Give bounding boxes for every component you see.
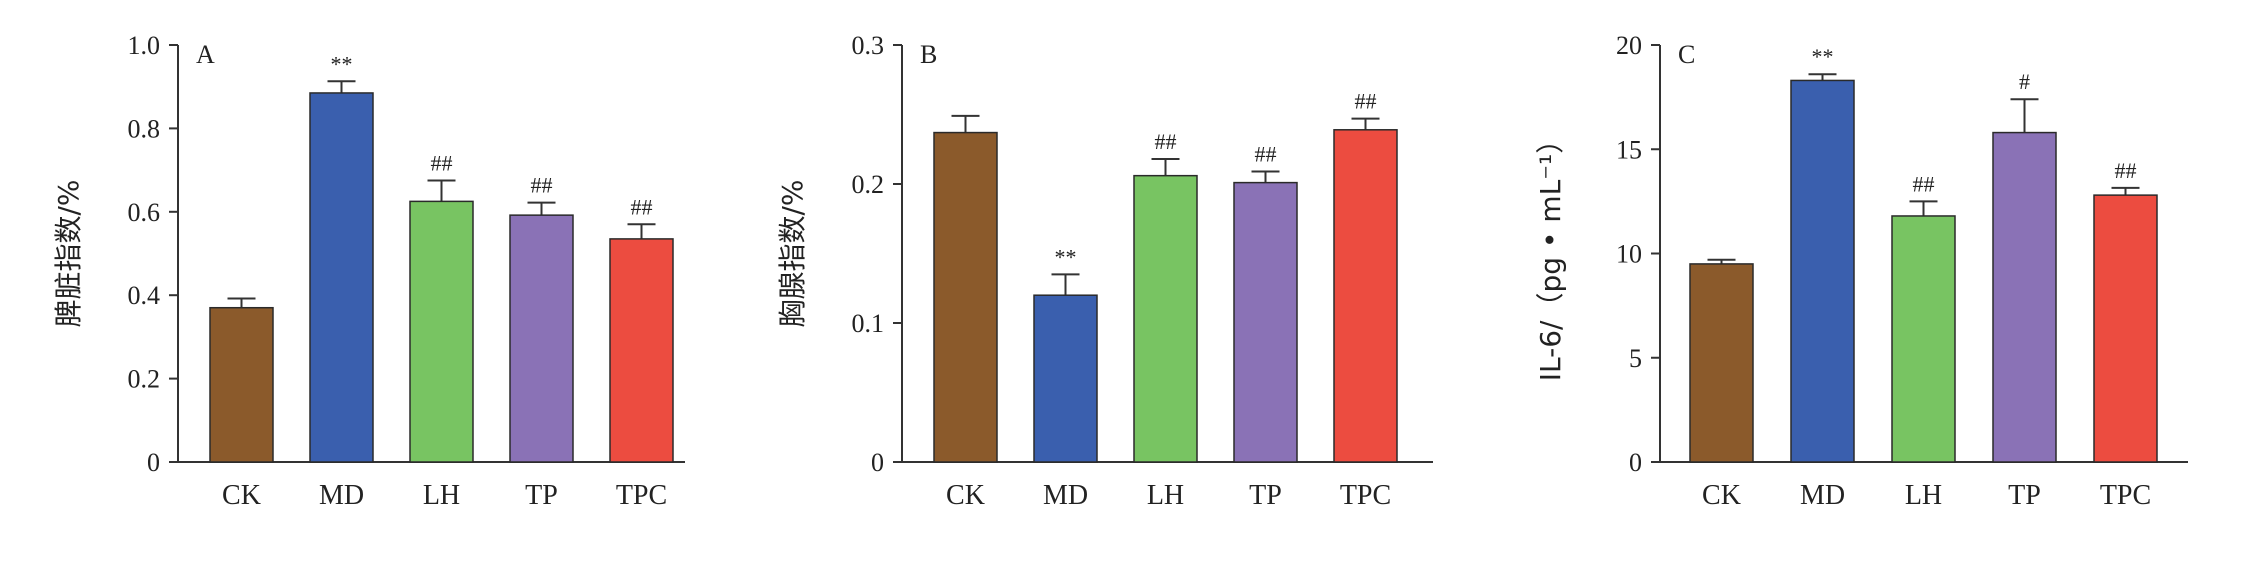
y-tick-label: 15 [1616, 135, 1642, 164]
significance-label: ## [2115, 158, 2137, 183]
y-tick-label: 1.0 [128, 31, 161, 60]
x-tick-label: TPC [616, 480, 667, 511]
bar-ck [933, 131, 998, 463]
x-tick-label: CK [222, 480, 261, 511]
significance-label: ** [1812, 44, 1834, 69]
x-tick-label: TPC [2100, 480, 2151, 511]
chart-panel-b: 0 0.1 0.2 0.3 B 胸腺指数/% CK ** MD ## LH ## TP ## TPC [776, 31, 1433, 511]
bar-tp [509, 214, 574, 463]
bar-tp [1992, 131, 2057, 463]
y-tick-label: 0 [1629, 448, 1642, 477]
y-tick-label: 0.6 [128, 198, 161, 227]
bar-md [309, 92, 374, 463]
bar-ck [209, 306, 274, 463]
significance-label: ** [331, 51, 353, 76]
x-tick-label: MD [1800, 480, 1845, 511]
significance-label: ## [1255, 141, 1277, 166]
y-tick-label: 5 [1629, 344, 1642, 373]
panel-letter: A [196, 40, 215, 69]
x-tick-label: TPC [1340, 480, 1391, 511]
x-tick-label: MD [319, 480, 364, 511]
bar-tp [1233, 181, 1298, 463]
bar-md [1790, 79, 1855, 463]
bar-tpc [609, 238, 674, 463]
significance-label: ## [531, 173, 553, 198]
y-tick-label: 10 [1616, 240, 1642, 269]
x-tick-label: TP [525, 480, 558, 511]
y-axis-title: 胸腺指数/% [776, 179, 809, 327]
significance-label: ## [1913, 171, 1935, 196]
significance-label: ## [631, 194, 653, 219]
chart-panel-a: 0 0.2 0.4 0.6 0.8 1.0 A 脾脏指数/% CK ** MD ## LH ## TP ## T… [52, 31, 685, 511]
y-tick-label: 0.1 [852, 309, 885, 338]
y-tick-label: 0.2 [128, 365, 161, 394]
panel-letter: C [1678, 40, 1695, 69]
y-tick-label: 20 [1616, 31, 1642, 60]
significance-label: ** [1055, 244, 1077, 269]
y-tick-label: 0.2 [852, 170, 885, 199]
x-tick-label: TP [2008, 480, 2041, 511]
x-tick-label: TP [1249, 480, 1282, 511]
bar-lh [1133, 174, 1198, 463]
y-tick-label: 0.8 [128, 114, 161, 143]
y-tick-label: 0.3 [852, 31, 885, 60]
significance-label: # [2019, 69, 2030, 94]
y-tick-label: 0.4 [128, 281, 161, 310]
bar-ck [1689, 263, 1754, 463]
x-tick-label: LH [1905, 480, 1942, 511]
x-tick-label: CK [946, 480, 985, 511]
y-axis-title: IL-6/（pg • mL⁻¹） [1534, 126, 1567, 381]
bar-lh [409, 200, 474, 463]
significance-label: ## [1155, 129, 1177, 154]
significance-label: ## [431, 151, 453, 176]
bar-tpc [2093, 194, 2158, 463]
y-axis-title: 脾脏指数/% [52, 179, 85, 327]
y-tick-label: 0 [147, 448, 160, 477]
bar-tpc [1333, 129, 1398, 463]
y-tick-label: 0 [871, 448, 884, 477]
bar-lh [1891, 215, 1956, 463]
x-tick-label: LH [423, 480, 460, 511]
x-tick-label: LH [1147, 480, 1184, 511]
x-tick-label: CK [1702, 480, 1741, 511]
panel-letter: B [920, 40, 937, 69]
bar-md [1033, 294, 1098, 463]
chart-panel-c: 0 5 10 15 20 C IL-6/（pg • mL⁻¹） CK ** MD ## LH # TP ##… [1534, 31, 2188, 511]
x-tick-label: MD [1043, 480, 1088, 511]
significance-label: ## [1355, 89, 1377, 114]
